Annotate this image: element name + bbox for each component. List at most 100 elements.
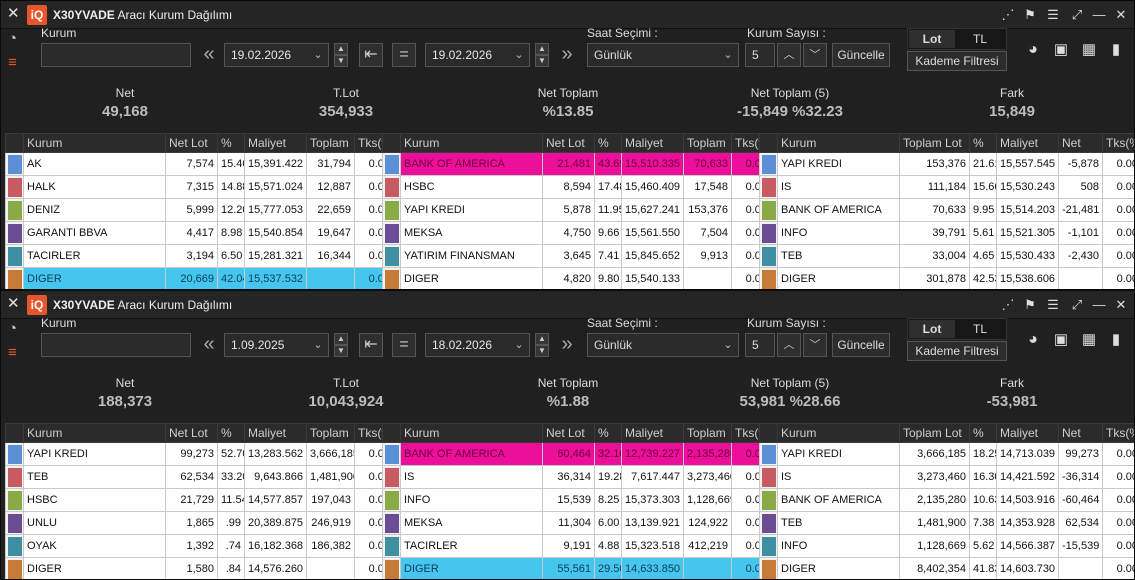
end-date-up-icon[interactable]: ▲ [535,43,549,55]
column-header[interactable]: Kurum [400,423,543,443]
column-header[interactable]: Maliyet [621,423,684,443]
column-header[interactable]: Kurum [23,423,166,443]
end-date-down-icon[interactable]: ▼ [535,55,549,67]
kademe-filtresi-button[interactable]: Kademe Filtresi [907,51,1007,71]
equal-dates-icon[interactable]: = [392,43,416,67]
start-date-input[interactable]: 1.09.2025 [224,333,329,357]
start-date-up-icon[interactable]: ▲ [334,43,348,55]
guncelle-button[interactable]: Güncelle [832,43,890,67]
table-row[interactable]: DIGER 4,820 9.80 15,540.133 0.00 [382,267,771,289]
pie-chart-icon[interactable]: ◕ [1028,331,1038,348]
fullscreen-icon[interactable]: ⤢ [1071,7,1083,22]
end-date-down-icon[interactable]: ▼ [535,345,549,357]
column-header[interactable]: Toplam Lot [899,133,970,153]
column-header[interactable]: % [594,133,622,153]
go-start-icon[interactable]: ⇤ [359,43,383,67]
fullscreen-icon[interactable]: ⤢ [1071,297,1083,312]
column-header[interactable]: Toplam Lot [899,423,970,443]
chevron-down-icon[interactable]: ⌄ [514,339,524,351]
share-icon[interactable]: ⋰ [1001,7,1015,22]
next-period-icon[interactable]: » [561,43,573,65]
menu-icon[interactable]: ≡ [8,344,17,361]
column-header[interactable]: Kurum [23,133,166,153]
column-header[interactable]: Toplam [306,133,355,153]
window-close-icon[interactable]: ✕ [1115,7,1127,22]
column-header[interactable]: % [217,423,245,443]
chevron-down-icon[interactable]: ⌄ [313,339,323,351]
prev-period-icon[interactable]: « [203,333,215,355]
column-header[interactable]: Net [1058,133,1103,153]
bar-chart-icon[interactable]: ▮ [1111,41,1121,58]
column-header[interactable]: Maliyet [621,133,684,153]
column-header[interactable]: Maliyet [244,423,307,443]
table-row[interactable]: YAPI KREDI99,27352.7013,283.5623,666,185… [5,442,394,466]
column-header[interactable]: Net [1058,423,1103,443]
kurum-sayisi-down-icon[interactable]: ﹀ [803,333,827,357]
column-header[interactable]: Tks(%) [1102,423,1134,443]
pie-chart-icon[interactable]: ◕ [1028,41,1038,58]
table-row[interactable]: BANK OF AMERICA21,48143.6915,510.33570,6… [382,152,771,176]
list-settings-icon[interactable]: ☰ [1047,297,1059,312]
start-date-up-icon[interactable]: ▲ [334,333,348,345]
column-header[interactable]: Net Lot [165,423,218,443]
column-header[interactable]: Net Lot [542,423,595,443]
table-row[interactable]: YAPI KREDI3,666,18518.2514,713.03999,273… [759,442,1134,466]
save-icon[interactable]: ▣ [1053,41,1069,58]
table-row[interactable]: INFO 15,539 8.25 15,373.303 1,128,669 0.00 [382,488,771,512]
go-start-icon[interactable]: ⇤ [359,333,383,357]
column-header[interactable]: % [217,133,245,153]
table-row[interactable]: BANK OF AMERICA60,46432.1012,739.2272,13… [382,442,771,466]
column-header[interactable]: % [969,423,997,443]
table-row[interactable]: GARANTI BBVA 4,417 8.98 15,540.854 19,647 0.0… [5,221,394,245]
prev-period-icon[interactable]: « [203,43,215,65]
column-header[interactable]: Tks(%) [1102,133,1134,153]
tl-toggle[interactable]: TL [972,32,987,46]
column-header[interactable]: % [594,423,622,443]
saat-secimi-select[interactable]: Günlük [587,43,739,67]
table-row[interactable]: OYAK 1,392.74 16,182.368 186,382 0.00 [5,534,394,558]
chevron-down-icon[interactable]: ⌄ [723,339,733,351]
start-date-down-icon[interactable]: ▼ [334,55,348,67]
minimize-icon[interactable]: — [1092,297,1106,312]
column-header[interactable]: Kurum [777,423,900,443]
flag-icon[interactable]: ⚑ [1024,7,1036,22]
chevron-down-icon[interactable]: ⌄ [313,49,323,61]
pie-settings-icon[interactable]: ◔ [8,30,18,47]
table-row[interactable]: YATIRIM FINANSMAN 3,645 7.41 15,845.652 9,91… [382,244,771,268]
column-header[interactable]: Toplam [306,423,355,443]
end-date-input[interactable]: 18.02.2026 [425,333,530,357]
table-row[interactable]: UNLU 1,865.99 20,389.875 246,919 0.00 [5,511,394,535]
table-row[interactable]: YAPI KREDI153,37621.6115,557.545-5,8780.… [759,152,1134,176]
column-header[interactable]: Toplam [683,133,732,153]
chevron-down-icon[interactable]: ⌄ [514,49,524,61]
menu-icon[interactable]: ≡ [8,54,17,71]
kurum-sayisi-input[interactable]: 5 [745,333,775,357]
table-row[interactable]: YAPI KREDI5,87811.9515,627.241153,3760.0… [382,198,771,222]
table-row[interactable]: BANK OF AMERICA 70,633 9.95 15,514.203 -21,4… [759,198,1134,222]
calculator-icon[interactable]: ▦ [1081,41,1097,58]
close-icon[interactable]: ✕ [7,295,20,312]
next-period-icon[interactable]: » [561,333,573,355]
list-settings-icon[interactable]: ☰ [1047,7,1059,22]
calculator-icon[interactable]: ▦ [1081,331,1097,348]
kurum-sayisi-up-icon[interactable]: ︿ [777,333,801,357]
kurum-sayisi-down-icon[interactable]: ﹀ [803,43,827,67]
lot-toggle[interactable]: Lot [909,320,955,338]
column-header[interactable]: Kurum [777,133,900,153]
kurum-input[interactable] [41,333,191,357]
table-row[interactable]: MEKSA 4,750 9.66 15,561.550 7,504 0.00 [382,221,771,245]
share-icon[interactable]: ⋰ [1001,297,1015,312]
minimize-icon[interactable]: — [1092,7,1106,22]
